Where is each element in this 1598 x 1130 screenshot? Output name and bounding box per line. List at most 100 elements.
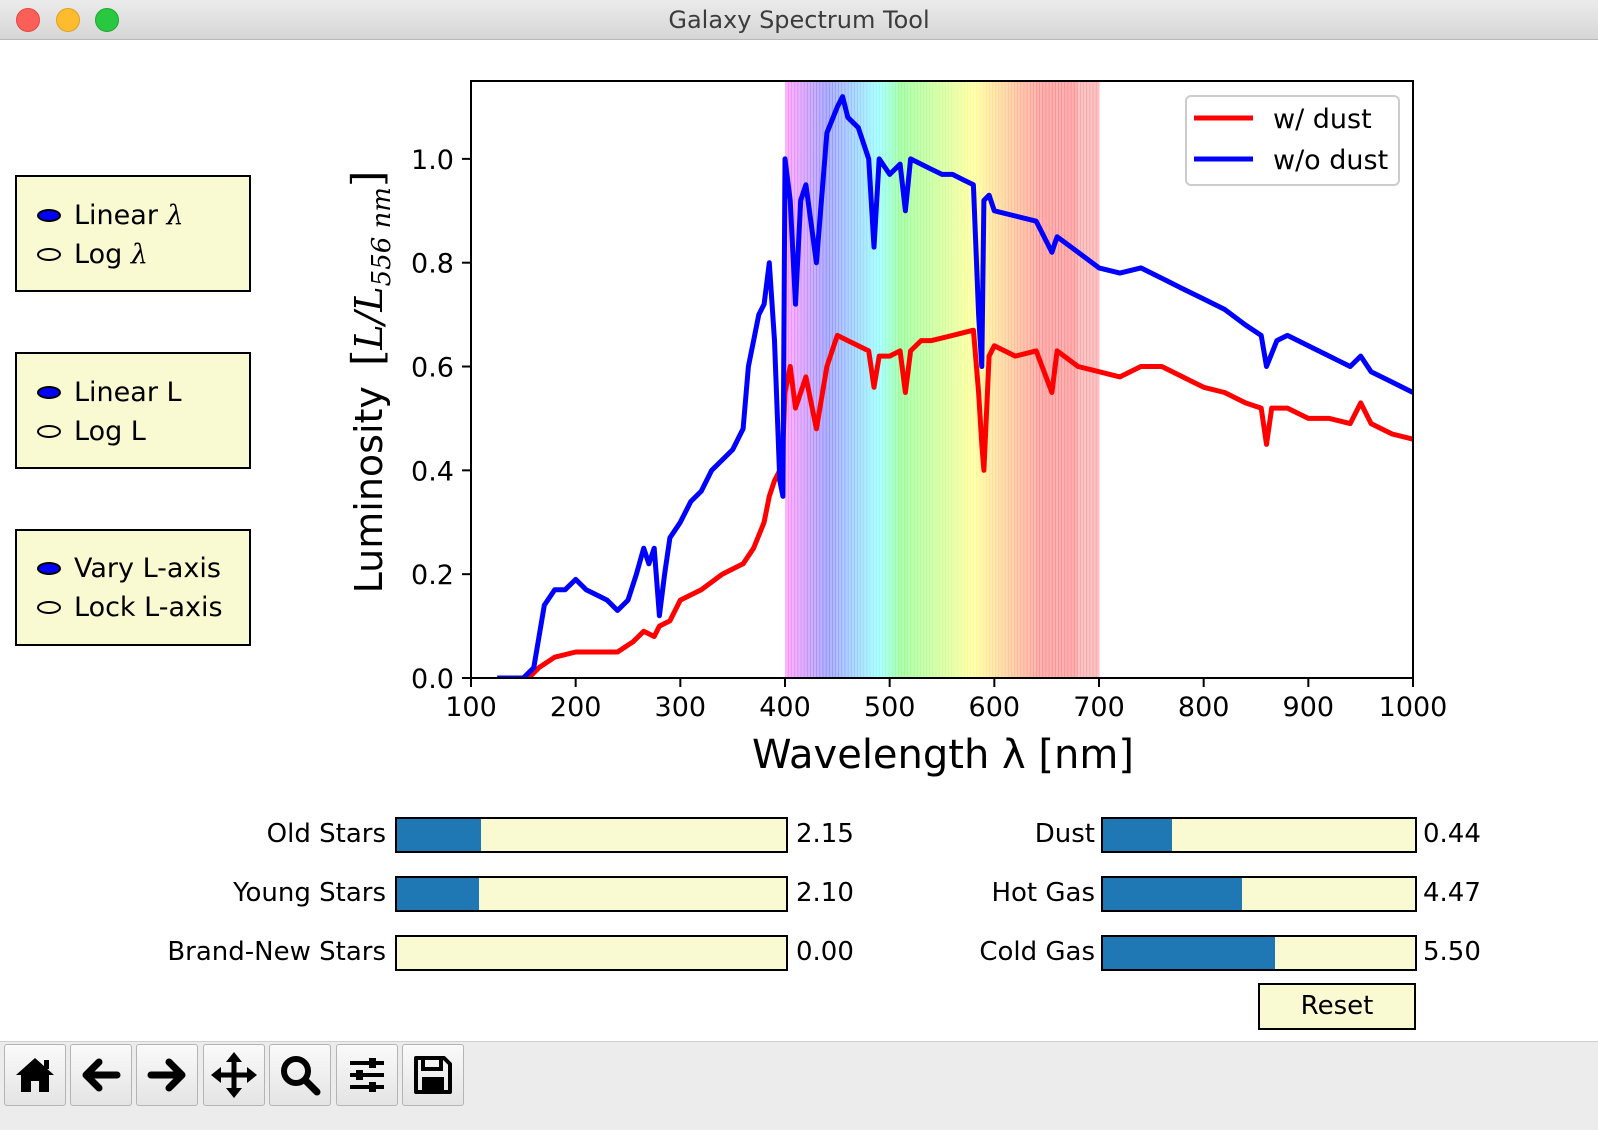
slider-fill[interactable] — [1103, 937, 1275, 969]
pan-button[interactable] — [203, 1044, 265, 1106]
radio-dot[interactable] — [37, 600, 61, 614]
spectrum-band-strip — [860, 81, 865, 678]
spectrum-band-strip — [841, 81, 846, 678]
slider-label-young-stars: Young Stars — [233, 878, 386, 908]
spectrum-band-strip — [850, 81, 855, 678]
slider-young-stars[interactable] — [395, 876, 788, 912]
spectrum-band-strip — [882, 81, 887, 678]
radio-option-lock-l-axis[interactable]: Lock L-axis — [37, 590, 223, 624]
y-axis-label-L: L — [347, 324, 391, 350]
slider-hot-gas[interactable] — [1101, 876, 1417, 912]
window-maximize-button[interactable] — [95, 8, 119, 32]
x-tick-label: 200 — [550, 692, 602, 723]
spectrum-band-strip — [935, 81, 940, 678]
y-tick-label: 1.0 — [411, 145, 454, 176]
spectrum-band-strip — [1089, 81, 1094, 678]
spectrum-band-strip — [920, 81, 924, 678]
axis-lock-radio: Vary L-axis Lock L-axis — [15, 529, 251, 646]
spectrum-band-strip — [923, 81, 927, 678]
window-minimize-button[interactable] — [56, 8, 80, 32]
radio-option-label: Log λ — [74, 238, 148, 270]
slider-fill[interactable] — [397, 878, 479, 910]
slider-cold-gas[interactable] — [1101, 935, 1417, 971]
slider-fill[interactable] — [1103, 819, 1172, 851]
forward-arrow-icon — [147, 1058, 186, 1092]
radio-option-log-l[interactable]: Log L — [37, 414, 146, 448]
y-tick-label: 0.2 — [411, 560, 454, 591]
slider-brand-new-stars[interactable] — [395, 935, 788, 971]
spectrum-band-strip — [825, 81, 830, 678]
spectrum-band-strip — [982, 81, 987, 678]
spectrum-band-strip — [1039, 81, 1044, 678]
spectrum-band-strip — [819, 81, 824, 678]
radio-option-label: Linear L — [74, 376, 182, 408]
spectrum-band-strip — [926, 81, 931, 678]
radio-option-log-lambda[interactable]: Log λ — [37, 237, 148, 271]
save-figure-button[interactable] — [402, 1044, 464, 1106]
spectrum-band-strip — [970, 81, 974, 678]
reset-button[interactable]: Reset — [1258, 983, 1416, 1030]
spectrum-band-strip — [863, 81, 868, 678]
slider-fill[interactable] — [1103, 878, 1243, 910]
spectrum-band-strip — [992, 81, 996, 678]
radio-dot[interactable] — [37, 385, 61, 399]
radio-option-linear-lambda[interactable]: Linear λ — [37, 198, 184, 232]
y-tick-label: 0.0 — [411, 664, 454, 695]
spectrum-band-strip — [1020, 81, 1025, 678]
spectrum-chart[interactable]: 100 200 300 400 500 600 700 800 900 1000 0.00.20.… — [0, 0, 1598, 800]
spectrum-band-strip — [797, 81, 802, 678]
back-button[interactable] — [70, 1044, 132, 1106]
forward-button[interactable] — [136, 1044, 198, 1106]
spectrum-band-strip — [963, 81, 968, 678]
spectrum-band-strip — [832, 81, 836, 678]
back-arrow-icon — [82, 1058, 121, 1092]
spectrum-band-strip — [879, 81, 883, 678]
spectrum-band-strip — [857, 81, 861, 678]
spectrum-band-strip — [916, 81, 921, 678]
radio-option-vary-l-axis[interactable]: Vary L-axis — [37, 551, 221, 585]
spectrum-band-strip — [998, 81, 1003, 678]
spectrum-band-strip — [967, 81, 971, 678]
spectrum-band-strip — [910, 81, 915, 678]
slider-label-dust: Dust — [1034, 819, 1095, 849]
spectrum-band-strip — [932, 81, 937, 678]
spectrum-band-strip — [995, 81, 1000, 678]
y-axis-label-L2: L — [347, 286, 391, 312]
radio-option-linear-l[interactable]: Linear L — [37, 375, 182, 409]
slider-old-stars[interactable] — [395, 817, 788, 853]
spectrum-band-strip — [1026, 81, 1031, 678]
radio-dot[interactable] — [37, 424, 61, 438]
radio-dot[interactable] — [37, 247, 61, 261]
slider-dust[interactable] — [1101, 817, 1417, 853]
slider-value-hot-gas: 4.47 — [1423, 878, 1481, 908]
slider-value-cold-gas: 5.50 — [1423, 937, 1481, 967]
y-axis-label: Luminosity [L/L556 nm] — [343, 171, 397, 594]
zoom-button[interactable] — [269, 1044, 331, 1106]
home-button[interactable] — [4, 1044, 66, 1106]
spectrum-band-strip — [1067, 81, 1072, 678]
x-tick-label: 100 — [445, 692, 497, 723]
radio-dot[interactable] — [37, 208, 61, 222]
spectrum-band-strip — [816, 81, 821, 678]
x-axis-ticks: 100 200 300 400 500 600 700 800 900 1000 — [445, 678, 1447, 723]
spectrum-band-strip — [854, 81, 858, 678]
save-icon — [414, 1056, 452, 1094]
y-tick-label: 0.6 — [411, 353, 454, 384]
x-tick-label: 800 — [1178, 692, 1230, 723]
spectrum-band-strip — [813, 81, 817, 678]
configure-subplots-button[interactable] — [336, 1044, 398, 1106]
spectrum-band-strip — [1092, 81, 1097, 678]
slider-value-dust: 0.44 — [1423, 819, 1481, 849]
spectrum-band-strip — [1064, 81, 1069, 678]
series-line-0 — [526, 327, 1413, 678]
x-tick-label: 400 — [759, 692, 811, 723]
spectrum-band-strip — [1055, 81, 1059, 678]
spectrum-band-strip — [866, 81, 871, 678]
spectrum-band-strip — [1077, 81, 1081, 678]
slider-fill[interactable] — [397, 819, 481, 851]
radio-dot[interactable] — [37, 561, 61, 575]
window-close-button[interactable] — [16, 8, 40, 32]
spectrum-band-strip — [898, 81, 902, 678]
spectrum-band-strip — [838, 81, 843, 678]
svg-text:Luminosity [L/L556 nm]: Luminosity [L/L556 nm] — [343, 171, 397, 594]
